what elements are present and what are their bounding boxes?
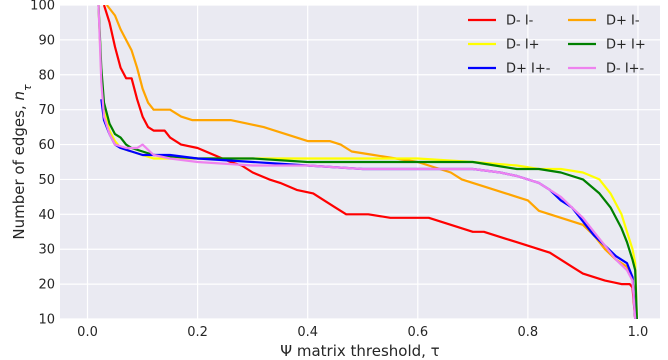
legend-label: D- I+ xyxy=(506,38,540,53)
y-axis-label-variable: n xyxy=(10,91,28,101)
y-tick-label: 80 xyxy=(38,68,55,83)
series-line-dplus-iplus xyxy=(97,5,638,319)
legend-item-dminus-iplusminus: D- I+- xyxy=(568,62,645,77)
y-axis-label-subscript: τ xyxy=(21,84,34,91)
y-axis-label: Number of edges, nτ xyxy=(10,84,34,240)
y-tick-labels: 10 20 30 40 50 60 70 80 90 100 xyxy=(30,0,55,328)
x-tick-labels: 0.0 0.2 0.4 0.6 0.8 1.0 xyxy=(77,325,648,340)
legend-label: D+ I+- xyxy=(506,62,551,77)
x-tick-label: 0.0 xyxy=(77,325,98,340)
y-axis-label-text: Number of edges, xyxy=(10,101,28,240)
y-tick-label: 50 xyxy=(38,173,55,188)
series-line-dminus-iminus xyxy=(102,5,637,319)
legend-item-dminus-iminus: D- I- xyxy=(468,14,534,29)
y-tick-label: 40 xyxy=(38,208,55,223)
series-line-dminus-iplus xyxy=(97,5,638,319)
y-tick-label: 30 xyxy=(38,243,55,258)
series-layer xyxy=(97,5,638,319)
y-tick-label: 100 xyxy=(30,0,55,14)
x-tick-label: 0.2 xyxy=(187,325,208,340)
x-axis-label: Ψ matrix threshold, τ xyxy=(280,342,439,360)
y-tick-label: 10 xyxy=(38,313,55,328)
legend-item-dminus-iplus: D- I+ xyxy=(468,38,540,53)
legend-item-dplus-iplusminus: D+ I+- xyxy=(468,62,551,77)
legend-label: D- I- xyxy=(506,14,534,29)
x-tick-label: 1.0 xyxy=(628,325,649,340)
y-tick-label: 90 xyxy=(38,33,55,48)
legend-label: D+ I- xyxy=(606,14,640,29)
y-tick-label: 60 xyxy=(38,138,55,153)
x-tick-label: 0.8 xyxy=(518,325,539,340)
y-tick-label: 70 xyxy=(38,103,55,118)
legend: D- I- D+ I- D- I+ D+ I+ D+ I+- D- I+- xyxy=(468,14,646,77)
legend-label: D+ I+ xyxy=(606,38,646,53)
legend-label: D- I+- xyxy=(606,62,645,77)
y-tick-label: 20 xyxy=(38,278,55,293)
series-line-dminus-iplusminus xyxy=(97,5,637,319)
x-tick-label: 0.4 xyxy=(297,325,318,340)
legend-item-dplus-iplus: D+ I+ xyxy=(568,38,646,53)
legend-item-dplus-iminus: D+ I- xyxy=(568,14,640,29)
x-tick-label: 0.6 xyxy=(407,325,428,340)
